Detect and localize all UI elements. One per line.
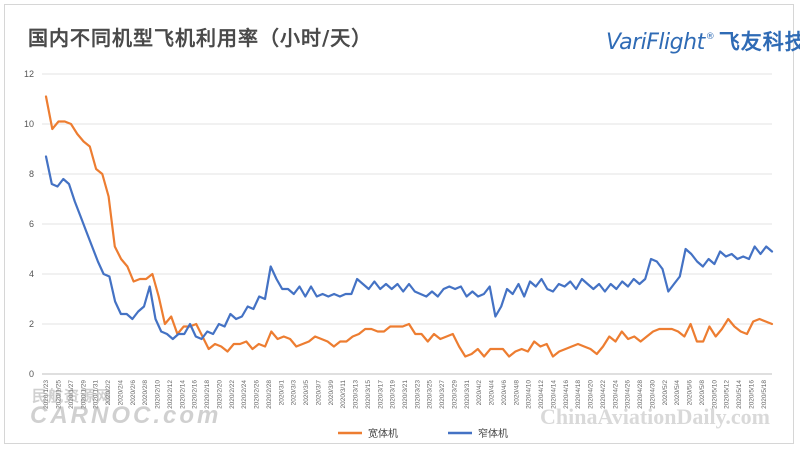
y-axis: 0 2 4 6 8 10 12 bbox=[24, 69, 34, 379]
x-tick-label: 2020/3/13 bbox=[353, 380, 360, 409]
x-tick-label: 2020/3/7 bbox=[315, 380, 322, 406]
y-tick-label: 8 bbox=[29, 169, 34, 179]
x-tick-label: 2020/4/24 bbox=[612, 380, 619, 409]
series-lines bbox=[44, 95, 774, 358]
x-tick-label: 2020/4/6 bbox=[501, 380, 508, 406]
x-tick-label: 2020/3/29 bbox=[451, 380, 458, 409]
x-tick-label: 2020/3/15 bbox=[365, 380, 372, 409]
x-tick-label: 2020/4/20 bbox=[588, 380, 595, 409]
x-tick-label: 2020/4/26 bbox=[625, 380, 632, 409]
x-tick-label: 2020/2/20 bbox=[216, 380, 223, 409]
y-tick-label: 10 bbox=[24, 119, 34, 129]
x-tick-label: 2020/1/27 bbox=[68, 380, 75, 409]
y-tick-label: 12 bbox=[24, 69, 34, 79]
legend-label: 窄体机 bbox=[478, 427, 508, 440]
x-tick-label: 2020/5/2 bbox=[662, 380, 669, 406]
y-tick-label: 2 bbox=[29, 319, 34, 329]
registered-mark: ® bbox=[705, 32, 715, 42]
x-tick-label: 2020/2/22 bbox=[229, 380, 236, 409]
x-tick-label: 2020/5/18 bbox=[761, 380, 768, 409]
gridlines bbox=[42, 73, 772, 375]
x-tick-label: 2020/2/24 bbox=[241, 380, 248, 409]
x-tick-label: 2020/3/17 bbox=[377, 380, 384, 409]
x-tick-label: 2020/4/4 bbox=[489, 380, 496, 406]
x-tick-label: 2020/5/4 bbox=[674, 380, 681, 406]
y-tick-label: 4 bbox=[29, 269, 34, 279]
y-tick-label: 6 bbox=[29, 219, 34, 229]
legend: 宽体机 窄体机 bbox=[338, 427, 508, 440]
x-tick-label: 2020/4/12 bbox=[538, 380, 545, 409]
series-line bbox=[44, 95, 774, 358]
x-tick-label: 2020/3/31 bbox=[464, 380, 471, 409]
x-tick-label: 2020/2/28 bbox=[266, 380, 273, 409]
x-tick-label: 2020/4/10 bbox=[526, 380, 533, 409]
x-tick-label: 2020/2/4 bbox=[117, 380, 124, 406]
x-tick-label: 2020/2/10 bbox=[155, 380, 162, 409]
x-tick-label: 2020/5/14 bbox=[736, 380, 743, 409]
x-tick-label: 2020/3/23 bbox=[414, 380, 421, 409]
legend-label: 宽体机 bbox=[368, 427, 398, 440]
chart-title: 国内不同机型飞机利用率（小时/天） bbox=[28, 26, 373, 50]
watermark-carnoc: CARNOC.com bbox=[30, 402, 222, 429]
x-tick-label: 2020/4/30 bbox=[649, 380, 656, 409]
x-tick-label: 2020/2/6 bbox=[130, 380, 137, 406]
variflight-logo: VariFlight ® 飞友科技 bbox=[606, 26, 800, 55]
x-tick-label: 2020/5/12 bbox=[724, 380, 731, 409]
x-axis: 2020/1/23 2020/1/25 2020/1/27 2020/1/29 2020… bbox=[43, 380, 768, 409]
x-tick-label: 2020/2/8 bbox=[142, 380, 149, 406]
watermark-chinaaviationdaily: ChinaAviationDaily.com bbox=[540, 404, 771, 429]
x-tick-label: 2020/4/14 bbox=[550, 380, 557, 409]
x-tick-label: 2020/2/16 bbox=[192, 380, 199, 409]
series-line bbox=[44, 155, 774, 341]
x-tick-label: 2020/5/16 bbox=[748, 380, 755, 409]
x-tick-label: 2020/2/12 bbox=[167, 380, 174, 409]
x-tick-label: 2020/1/29 bbox=[80, 380, 87, 409]
x-tick-label: 2020/5/8 bbox=[699, 380, 706, 406]
x-tick-label: 2020/1/23 bbox=[43, 380, 50, 409]
x-tick-label: 2020/3/19 bbox=[390, 380, 397, 409]
x-tick-label: 2020/3/5 bbox=[303, 380, 310, 406]
x-tick-label: 2020/3/27 bbox=[439, 380, 446, 409]
x-tick-label: 2020/4/28 bbox=[637, 380, 644, 409]
x-tick-label: 2020/1/31 bbox=[93, 380, 100, 409]
x-tick-label: 2020/2/14 bbox=[179, 380, 186, 409]
x-tick-label: 2020/2/18 bbox=[204, 380, 211, 409]
x-tick-label: 2020/3/11 bbox=[340, 380, 347, 409]
x-tick-label: 2020/4/18 bbox=[575, 380, 582, 409]
x-tick-label: 2020/3/9 bbox=[328, 380, 335, 406]
x-tick-label: 2020/3/25 bbox=[427, 380, 434, 409]
x-tick-label: 2020/2/26 bbox=[254, 380, 261, 409]
x-tick-label: 2020/4/22 bbox=[600, 380, 607, 409]
watermark-carnoc-cn: 民航资源网 bbox=[32, 388, 113, 405]
x-tick-label: 2020/4/2 bbox=[476, 380, 483, 406]
y-tick-label: 0 bbox=[29, 369, 34, 379]
x-tick-label: 2020/4/16 bbox=[563, 380, 570, 409]
x-tick-label: 2020/5/10 bbox=[711, 380, 718, 409]
chart-frame bbox=[4, 4, 794, 444]
x-tick-label: 2020/1/25 bbox=[56, 380, 63, 409]
x-tick-label: 2020/5/6 bbox=[687, 380, 694, 406]
x-tick-label: 2020/4/8 bbox=[513, 380, 520, 406]
logo-text-en: VariFlight bbox=[606, 30, 705, 55]
x-tick-label: 2020/2/2 bbox=[105, 380, 112, 406]
logo-text-cn: 飞友科技 bbox=[718, 30, 800, 54]
x-tick-label: 2020/3/3 bbox=[291, 380, 298, 406]
x-tick-label: 2020/3/21 bbox=[402, 380, 409, 409]
x-tick-label: 2020/3/1 bbox=[278, 380, 285, 406]
